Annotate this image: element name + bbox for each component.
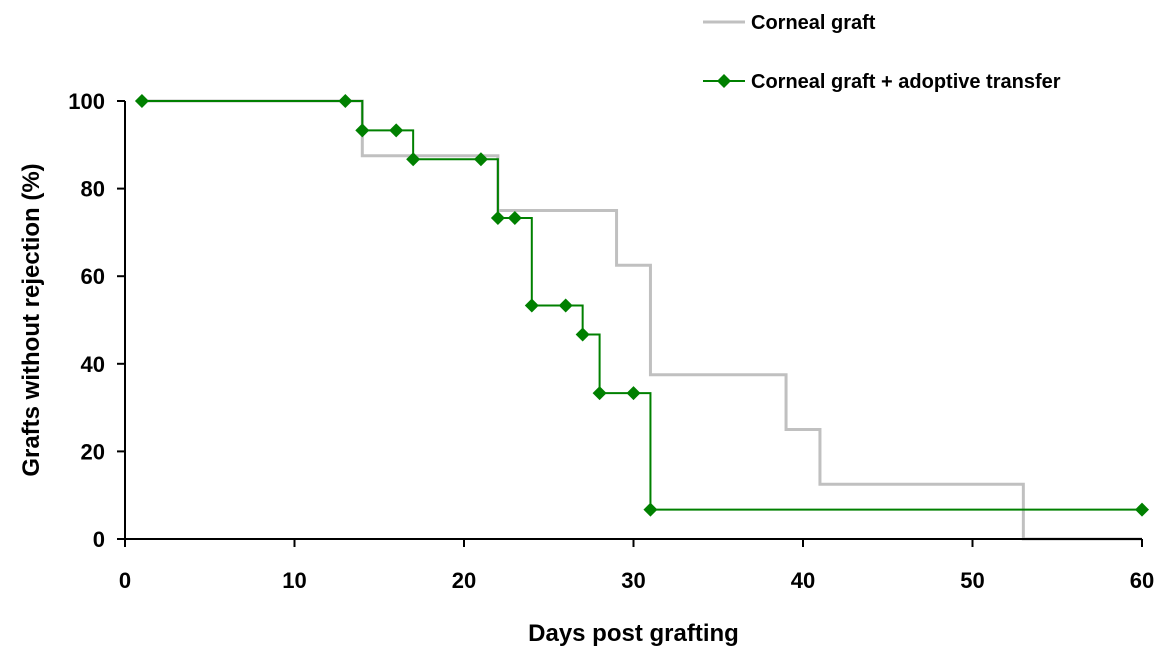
data-point-marker xyxy=(134,94,149,108)
data-point-marker xyxy=(389,123,404,138)
series-line-adoptive-transfer xyxy=(141,100,1142,511)
data-point-marker xyxy=(1135,502,1149,517)
x-tick-label: 40 xyxy=(791,568,815,593)
data-point-marker xyxy=(473,152,488,167)
y-tick-label: 60 xyxy=(81,264,105,289)
series-line-corneal-graft xyxy=(141,99,1142,541)
legend-marker-adoptive-transfer xyxy=(717,74,731,88)
data-point-marker xyxy=(592,386,607,401)
legend: Corneal graft Corneal graft + adoptive t… xyxy=(703,12,1061,93)
data-point-marker xyxy=(558,298,573,313)
y-axis-title: Grafts without rejection (%) xyxy=(18,163,45,476)
x-tick-label: 30 xyxy=(621,568,645,593)
legend-label-corneal-graft: Corneal graft xyxy=(751,12,876,34)
y-tick-label: 40 xyxy=(81,352,105,377)
y-tick-label: 20 xyxy=(81,439,105,464)
x-tick-label: 60 xyxy=(1130,568,1154,593)
axes xyxy=(124,101,1142,540)
x-tick-label: 20 xyxy=(452,568,476,593)
data-point-marker xyxy=(507,210,522,225)
legend-label-adoptive-transfer: Corneal graft + adoptive transfer xyxy=(751,71,1061,93)
data-point-marker xyxy=(406,152,421,167)
x-axis-title: Days post grafting xyxy=(528,620,739,647)
y-tick-label: 100 xyxy=(68,89,105,114)
data-point-marker xyxy=(490,210,505,225)
data-point-marker xyxy=(626,386,641,401)
x-tick-label: 0 xyxy=(119,568,131,593)
x-tick-label: 10 xyxy=(282,568,306,593)
data-point-marker xyxy=(575,327,590,342)
ticks: 0 10 20 30 40 50 60 0 20 40 60 80 100 xyxy=(68,89,1154,593)
y-tick-label: 80 xyxy=(81,177,105,202)
data-point-marker xyxy=(524,298,539,313)
y-tick-label: 0 xyxy=(93,527,105,552)
x-tick-label: 50 xyxy=(960,568,984,593)
data-point-marker xyxy=(355,123,370,138)
data-point-marker xyxy=(643,502,658,517)
plot-lines xyxy=(134,94,1149,541)
data-point-marker xyxy=(338,94,353,108)
